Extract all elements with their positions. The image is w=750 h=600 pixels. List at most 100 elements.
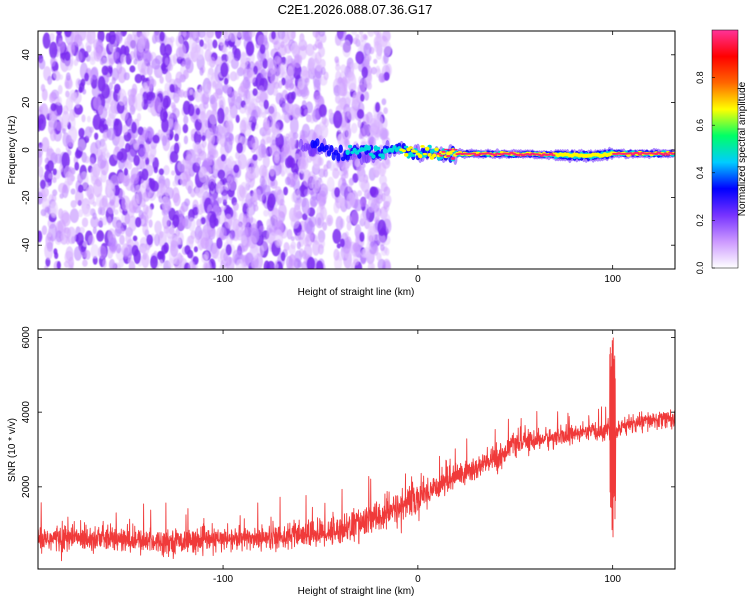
signal-segment (315, 138, 320, 147)
noise-blob (123, 72, 130, 81)
noise-blob (209, 213, 217, 229)
noise-blob (135, 217, 142, 228)
noise-blob (257, 108, 263, 118)
noise-blob (346, 192, 356, 208)
noise-blob (373, 35, 381, 49)
noise-blob (377, 233, 386, 247)
noise-blob (184, 57, 192, 66)
noise-blob (269, 232, 276, 242)
noise-blob (312, 109, 320, 123)
noise-blob (305, 89, 310, 96)
noise-blob (38, 114, 47, 131)
noise-blob (383, 71, 390, 81)
noise-blob (333, 248, 340, 261)
signal-segment (443, 148, 449, 151)
noise-blob (64, 51, 71, 61)
noise-blob (367, 198, 375, 213)
colorbar-tick-label: 0.2 (695, 214, 705, 227)
noise-blob (323, 164, 329, 172)
noise-blob (285, 55, 292, 65)
noise-blob (337, 31, 347, 42)
noise-blob (232, 202, 239, 211)
noise-blob (172, 180, 178, 187)
noise-blob (195, 236, 200, 244)
noise-blob (259, 85, 264, 93)
noise-blob (318, 31, 326, 37)
noise-blob (224, 106, 230, 116)
noise-blob (236, 31, 243, 38)
noise-blob (223, 31, 232, 42)
noise-blob (204, 184, 209, 193)
signal-segment (446, 155, 451, 158)
noise-blob (153, 166, 158, 174)
noise-blob (332, 167, 340, 179)
noise-blob (352, 37, 358, 45)
noise-blob (276, 189, 285, 206)
noise-blob (123, 247, 129, 260)
noise-blob (234, 72, 240, 81)
noise-blob (47, 229, 52, 238)
noise-blob (356, 109, 365, 119)
noise-blob (247, 166, 256, 179)
noise-blob (290, 241, 297, 250)
noise-blob (147, 189, 157, 201)
noise-blob (312, 240, 320, 256)
noise-blob (142, 204, 149, 215)
noise-blob (44, 241, 54, 260)
noise-blob (92, 226, 97, 235)
noise-blob (262, 35, 268, 44)
noise-blob (140, 218, 145, 226)
noise-blob (183, 69, 189, 80)
noise-blob (60, 232, 65, 241)
noise-blob (344, 137, 349, 147)
snr-frame (37, 329, 676, 570)
noise-blob (171, 230, 180, 242)
noise-blob (95, 139, 102, 150)
noise-blob (298, 248, 304, 258)
noise-blob (177, 160, 187, 172)
noise-blob (358, 175, 367, 189)
noise-blob (224, 213, 233, 229)
noise-blob (49, 41, 58, 59)
noise-blob (252, 142, 257, 150)
noise-blob (68, 138, 75, 148)
signal-segment (413, 150, 418, 153)
x-tick-label: 100 (604, 574, 621, 585)
noise-blob (174, 133, 180, 142)
noise-blob (96, 230, 105, 242)
noise-blob (117, 172, 125, 184)
noise-blob (178, 89, 185, 98)
noise-blob (55, 121, 64, 132)
noise-blob (368, 222, 376, 236)
noise-blob (133, 249, 141, 265)
noise-blob (237, 153, 247, 170)
noise-blob (74, 149, 82, 159)
noise-blob (61, 128, 66, 134)
noise-blob (210, 72, 220, 90)
noise-blob (80, 78, 86, 87)
signal-segment (375, 146, 381, 151)
noise-blob (328, 110, 334, 119)
noise-blob (230, 58, 239, 70)
noise-blob (47, 75, 53, 85)
noise-blob (203, 262, 208, 269)
noise-blob (90, 166, 98, 182)
noise-blob (159, 31, 165, 42)
noise-blob (216, 135, 222, 144)
noise-blob (252, 192, 258, 203)
noise-blob (369, 126, 377, 136)
noise-blob (185, 179, 194, 191)
noise-blob (292, 104, 302, 117)
noise-blob (162, 97, 169, 110)
noise-blob (263, 99, 269, 110)
noise-blob (375, 211, 382, 219)
noise-blob (197, 111, 207, 123)
colorbar-label: Normalized spectral amplitude (737, 81, 748, 216)
signal-segment (347, 144, 353, 149)
noise-blob (351, 210, 359, 225)
signal-segment (427, 153, 432, 157)
snr-background (38, 330, 675, 569)
figure-title: C2E1.2026.088.07.36.G17 (278, 2, 433, 17)
noise-blob (107, 216, 112, 226)
